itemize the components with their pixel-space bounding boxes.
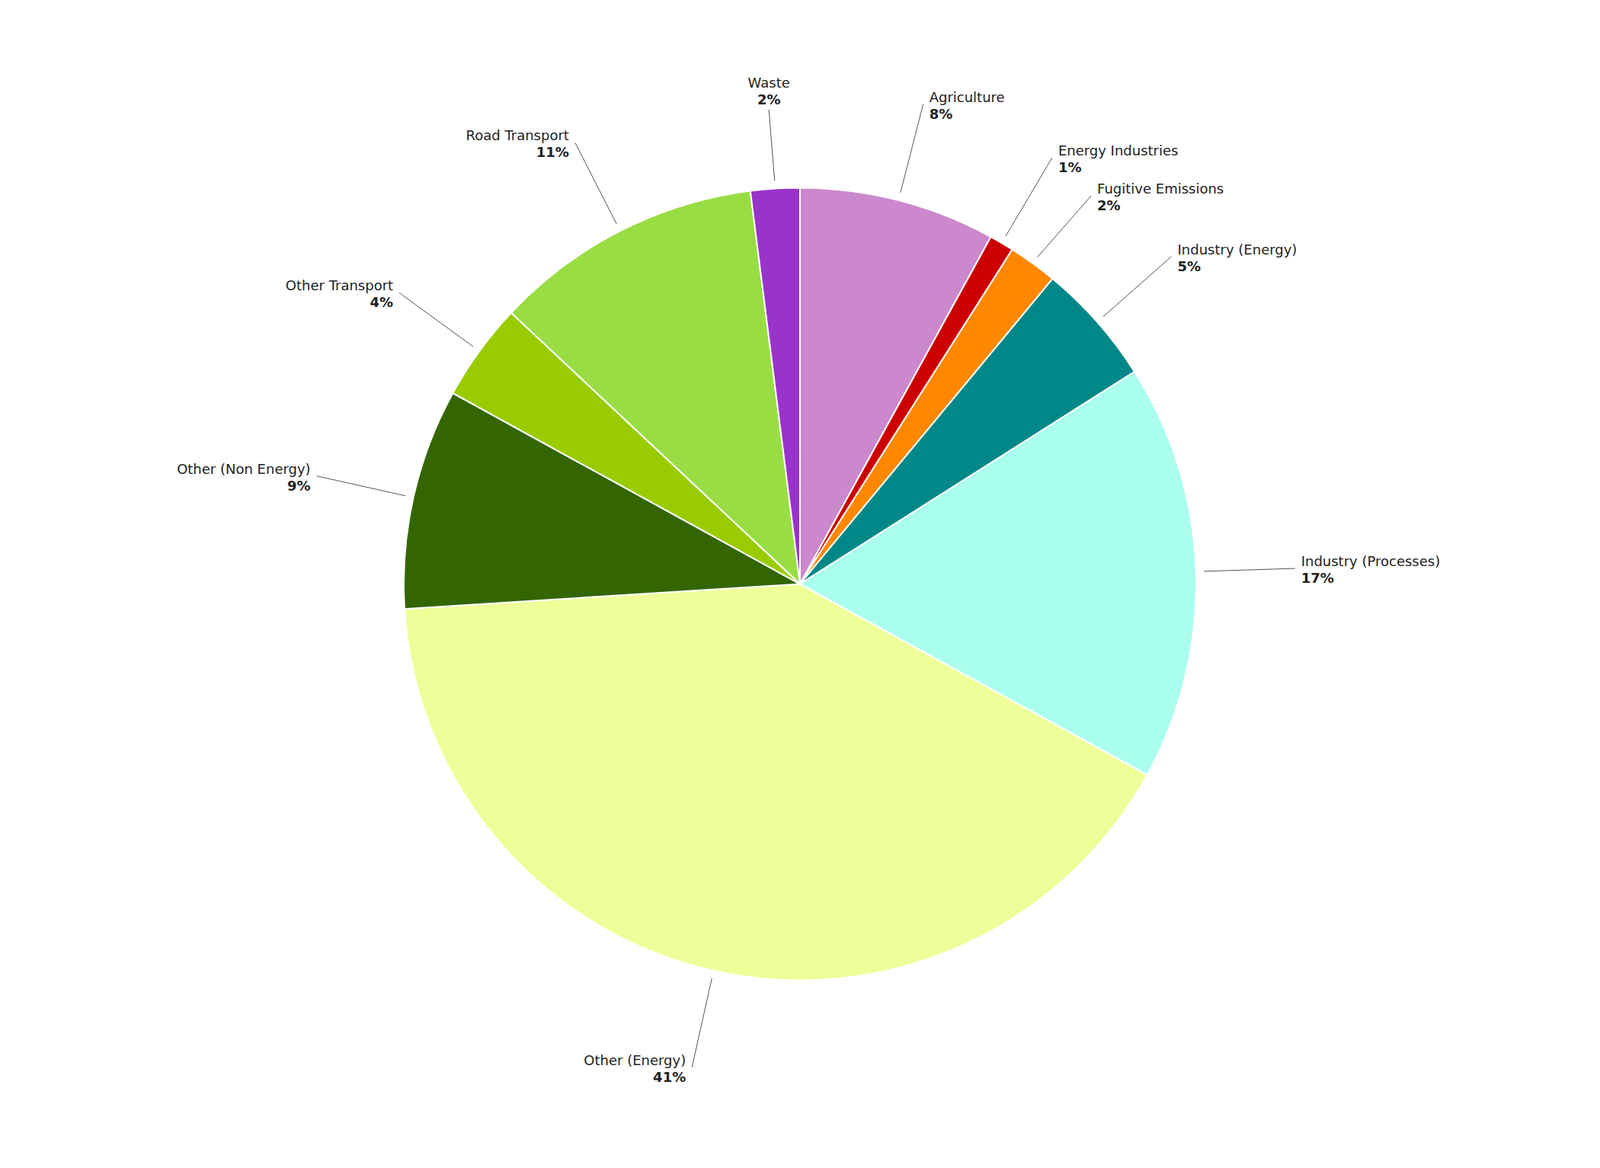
label-name: Industry (Processes)	[1301, 553, 1441, 570]
data-label: Waste2%	[748, 74, 791, 108]
label-name: Energy Industries	[1058, 142, 1179, 159]
pie-slice	[511, 191, 800, 585]
pie-slice	[404, 584, 1148, 981]
data-label: Road Transport11%	[466, 127, 570, 160]
label-value: 17%	[1301, 569, 1335, 586]
leader-line	[768, 109, 775, 181]
label-value: 11%	[536, 144, 570, 160]
label-value: 5%	[1177, 258, 1202, 275]
label-value: 1%	[1058, 159, 1082, 176]
label-value: 4%	[370, 294, 394, 311]
leader-line	[691, 978, 712, 1068]
wedges	[403, 188, 1197, 981]
label-name: Fugitive Emissions	[1097, 180, 1224, 197]
leader-line	[900, 104, 924, 193]
data-label: Industry (Processes)17%	[1301, 553, 1441, 586]
label-name: Road Transport	[466, 127, 570, 144]
label-value: 2%	[1097, 197, 1121, 214]
leader-line	[1037, 195, 1092, 257]
data-label: Fugitive Emissions2%	[1097, 180, 1224, 214]
label-name: Other (Energy)	[583, 1052, 686, 1069]
data-label: Other (Energy)41%	[583, 1052, 686, 1085]
chart: Agriculture8% Energy Industries1% Fugitive…	[0, 0, 1600, 1168]
chart-container: Agriculture8% Energy Industries1% Fugitive…	[0, 0, 1600, 1168]
label-name: Waste	[748, 74, 791, 91]
label-name: Industry (Energy)	[1177, 241, 1298, 258]
label-value: 8%	[929, 105, 954, 122]
label-name: Other (Non Energy)	[176, 460, 311, 477]
leader-line	[1203, 568, 1296, 572]
leader-line	[575, 142, 617, 224]
label-value: 9%	[287, 477, 311, 494]
label-name: Agriculture	[929, 89, 1005, 106]
data-label: Energy Industries1%	[1058, 142, 1179, 176]
leader-line	[399, 292, 474, 346]
leader-line	[1103, 256, 1172, 317]
label-name: Other Transport	[285, 277, 394, 294]
leader-line	[1005, 157, 1053, 237]
label-value: 2%	[757, 91, 781, 108]
labels: Agriculture8% Energy Industries1% Fugitive…	[176, 74, 1440, 1085]
background	[0, 0, 1600, 1168]
data-label: Industry (Energy)5%	[1177, 241, 1298, 275]
pie-slice	[750, 188, 800, 585]
data-label: Other (Non Energy)9%	[176, 460, 311, 494]
label-value: 41%	[652, 1068, 686, 1085]
leader-line	[316, 476, 407, 496]
data-label: Agriculture8%	[929, 89, 1005, 122]
data-label: Other Transport4%	[285, 277, 394, 311]
